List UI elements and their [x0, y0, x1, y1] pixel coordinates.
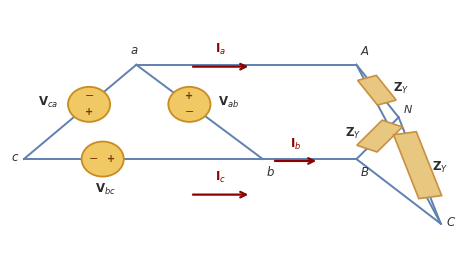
Polygon shape: [358, 75, 396, 105]
Text: +: +: [185, 92, 193, 101]
Polygon shape: [357, 120, 402, 152]
Text: −: −: [84, 92, 94, 101]
Text: $\mathbf{V}_{ca}$: $\mathbf{V}_{ca}$: [38, 95, 59, 110]
Text: B: B: [360, 166, 368, 179]
Text: c: c: [12, 151, 18, 164]
Text: C: C: [447, 216, 455, 229]
Text: $\mathbf{Z}_Y$: $\mathbf{Z}_Y$: [345, 126, 361, 141]
Text: $\mathbf{V}_{ab}$: $\mathbf{V}_{ab}$: [218, 95, 238, 110]
Text: N: N: [403, 104, 412, 115]
Text: $\mathbf{Z}_Y$: $\mathbf{Z}_Y$: [432, 160, 448, 175]
Text: b: b: [266, 166, 274, 179]
Text: A: A: [360, 45, 368, 58]
Text: $\mathbf{Z}_Y$: $\mathbf{Z}_Y$: [393, 81, 410, 96]
Polygon shape: [393, 132, 442, 199]
Ellipse shape: [168, 87, 210, 122]
Text: a: a: [130, 44, 137, 57]
Text: $\mathbf{I}_c$: $\mathbf{I}_c$: [215, 170, 226, 185]
Text: +: +: [85, 107, 93, 117]
Text: $\mathbf{I}_b$: $\mathbf{I}_b$: [290, 137, 301, 152]
Text: −: −: [185, 107, 194, 117]
Text: −: −: [89, 154, 99, 164]
Text: $\mathbf{V}_{bc}$: $\mathbf{V}_{bc}$: [95, 182, 116, 197]
Text: +: +: [108, 154, 116, 164]
Text: $\mathbf{I}_a$: $\mathbf{I}_a$: [215, 42, 226, 57]
Ellipse shape: [82, 142, 124, 177]
Ellipse shape: [68, 87, 110, 122]
